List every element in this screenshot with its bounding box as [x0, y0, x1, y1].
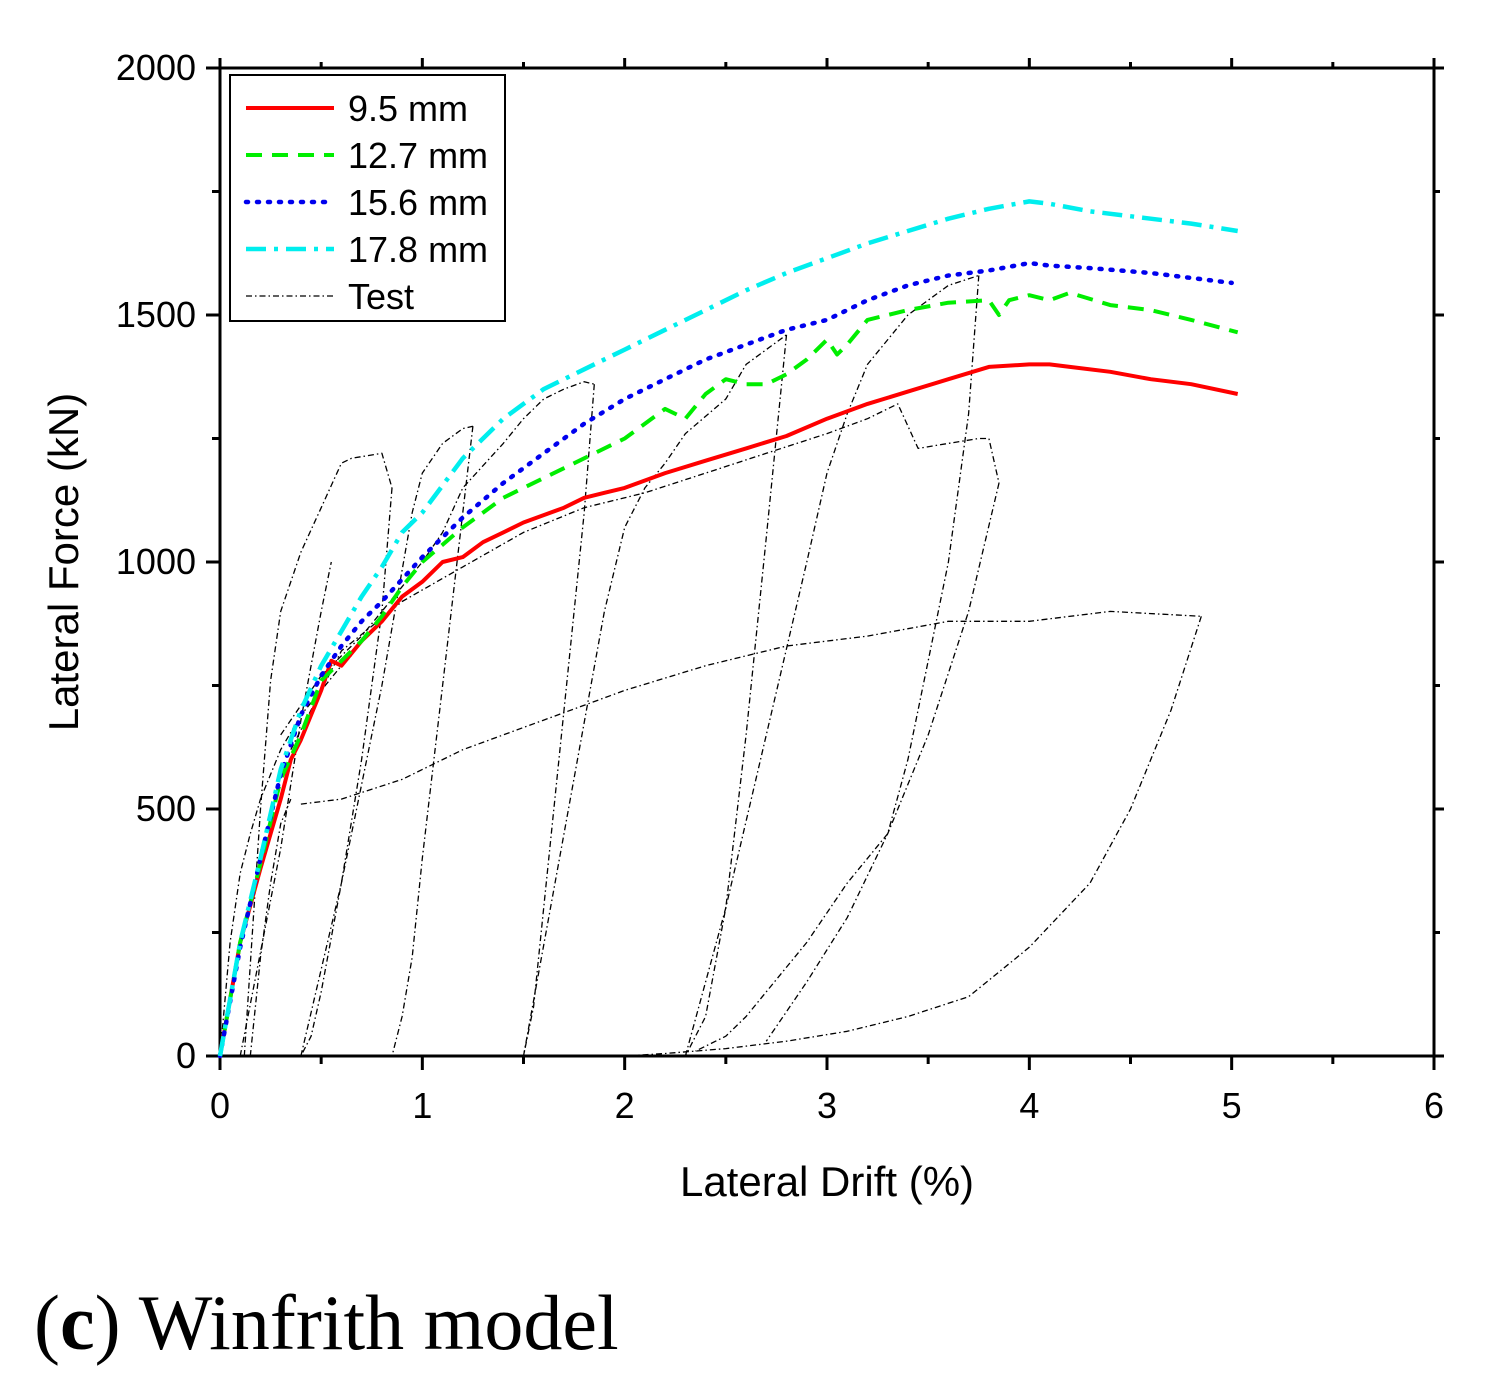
series-12-7-mm — [218, 290, 1239, 1057]
x-tick-label: 0 — [210, 1085, 230, 1126]
series-layer — [217, 199, 1239, 1059]
legend-label: 17.8 mm — [348, 229, 488, 270]
series-line — [217, 199, 1239, 1057]
y-tick-label: 0 — [176, 1035, 196, 1076]
figure-caption: (c) Winfrith model — [34, 1279, 619, 1366]
x-tick-label: 3 — [817, 1085, 837, 1126]
chart: 0 1 2 3 4 5 6 0 500 1000 1500 2000 Lateral Drift (%… — [40, 47, 1444, 1205]
series-line — [243, 452, 393, 1057]
x-axis-label: Lateral Drift (%) — [680, 1158, 974, 1205]
legend-label: 12.7 mm — [348, 135, 488, 176]
legend-label: Test — [348, 276, 414, 317]
series-line — [684, 334, 788, 1057]
series-9-5-mm — [218, 362, 1239, 1057]
legend: 9.5 mm 12.7 mm 15.6 mm 17.8 mm Test — [229, 74, 506, 322]
series-line — [300, 487, 393, 1057]
y-tick-label: 1500 — [116, 294, 196, 335]
series-line — [218, 290, 1239, 1057]
series-line — [249, 798, 292, 1057]
series-line — [239, 561, 332, 1057]
legend-label: 9.5 mm — [348, 88, 468, 129]
x-tick-label: 6 — [1424, 1085, 1444, 1126]
legend-items: 9.5 mm 12.7 mm 15.6 mm 17.8 mm Test — [243, 88, 488, 317]
y-tick-label: 2000 — [116, 47, 196, 88]
series-line — [300, 610, 1202, 805]
series-line — [217, 260, 1234, 1059]
series-line — [624, 616, 1202, 1057]
x-tick-label: 2 — [615, 1085, 635, 1126]
series-15-6-mm — [217, 260, 1234, 1059]
series-line — [218, 362, 1239, 1057]
series-line — [765, 482, 1000, 1042]
y-axis-label: Lateral Force (kN) — [40, 393, 87, 731]
series-line — [300, 425, 474, 1057]
series-line — [695, 275, 980, 1052]
x-tick-label: 5 — [1222, 1085, 1242, 1126]
caption-text: Winfrith model — [138, 1279, 619, 1366]
y-tick-label: 1000 — [116, 541, 196, 582]
y-tick-label: 500 — [136, 788, 196, 829]
x-tick-label: 4 — [1019, 1085, 1039, 1126]
series-line — [290, 403, 1000, 750]
legend-label: 15.6 mm — [348, 182, 488, 223]
caption-letter: c — [59, 1279, 95, 1366]
series-test — [219, 274, 1202, 1057]
tick-labels: 0 1 2 3 4 5 6 0 500 1000 1500 2000 — [116, 47, 1444, 1126]
series-line — [684, 274, 980, 1057]
axis-ticks — [206, 58, 1444, 1070]
series-line — [219, 655, 352, 1057]
series-17-8-mm — [217, 199, 1239, 1057]
series-line — [391, 426, 474, 1057]
legend-box — [229, 74, 506, 322]
x-tick-label: 1 — [412, 1085, 432, 1126]
